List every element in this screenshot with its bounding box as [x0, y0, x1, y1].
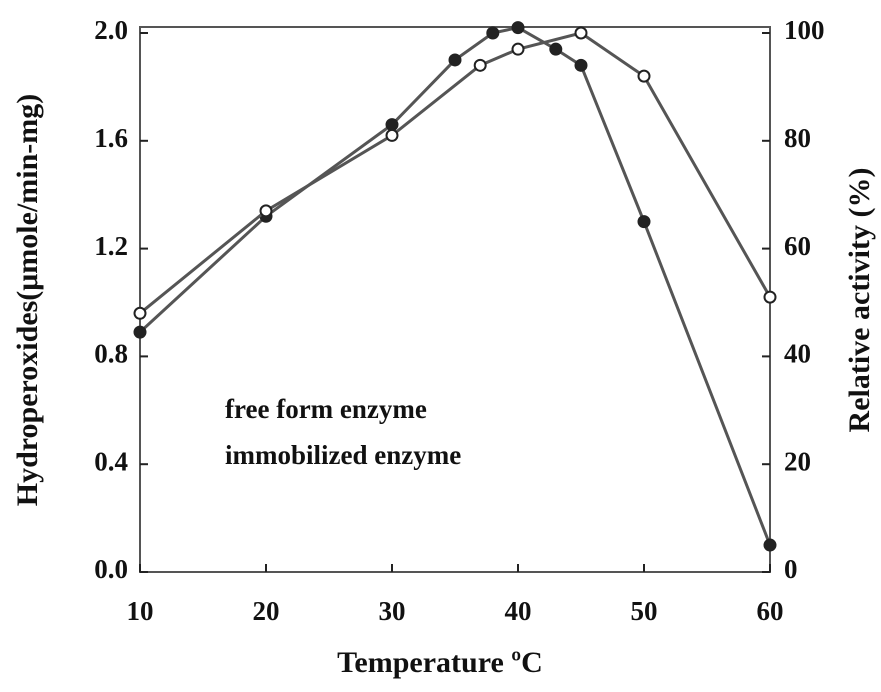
data-point [574, 58, 588, 72]
data-point [511, 42, 525, 56]
data-point [133, 325, 147, 339]
y-tick-label: 2.0 [94, 15, 128, 45]
x-tick-label: 40 [505, 596, 532, 626]
legend-label: immobilized enzyme [225, 440, 461, 470]
y-tick-label: 0.0 [94, 554, 128, 584]
data-point [574, 26, 588, 40]
x-tick-label: 60 [757, 596, 784, 626]
x-tick-label: 20 [253, 596, 280, 626]
data-point [385, 118, 399, 132]
data-point [486, 26, 500, 40]
data-point [473, 58, 487, 72]
data-point [549, 42, 563, 56]
series-line [138, 26, 772, 546]
x-tick-label: 50 [631, 596, 658, 626]
y-axis-title: Hydroperoxides(μmole/min-mg) [11, 94, 44, 507]
data-point [511, 21, 525, 35]
y2-tick-label: 60 [784, 231, 811, 261]
y-tick-label: 1.2 [94, 231, 128, 261]
y2-axis-title: Relative activity (%) [843, 168, 876, 433]
x-tick-label: 10 [127, 596, 154, 626]
data-point [448, 53, 462, 67]
data-point [637, 69, 651, 83]
y-tick-label: 0.8 [94, 339, 128, 369]
y-tick-label: 1.6 [94, 123, 128, 153]
data-point [763, 538, 777, 552]
data-point [763, 290, 777, 304]
data-point [259, 204, 273, 218]
y2-tick-label: 40 [784, 339, 811, 369]
y2-tick-label: 100 [784, 15, 825, 45]
x-tick-label: 30 [379, 596, 406, 626]
y2-tick-label: 0 [784, 554, 798, 584]
series-line [139, 31, 772, 315]
data-point [133, 306, 147, 320]
data-point [385, 128, 399, 142]
x-axis-title: Temperature ºC [337, 646, 543, 679]
data-point [637, 215, 651, 229]
y-tick-label: 0.4 [94, 446, 128, 476]
y2-tick-label: 80 [784, 123, 811, 153]
y2-tick-label: 20 [784, 446, 811, 476]
legend-label: free form enzyme [225, 394, 427, 424]
